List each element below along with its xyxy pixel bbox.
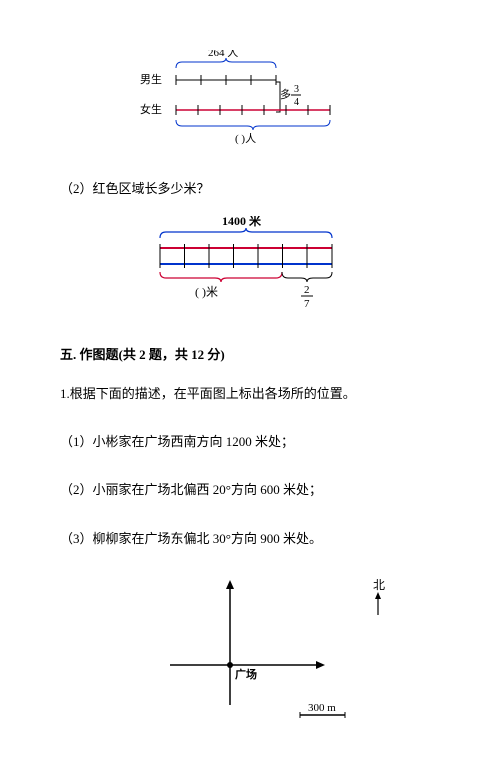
scale-label: 300 m bbox=[308, 702, 336, 714]
north-label: 北 bbox=[373, 578, 385, 592]
diagram-1400m: 1400 米 ( )米 2 7 bbox=[140, 216, 440, 318]
q5-1-sub2: （2）小丽家在广场北偏西 20°方向 600 米处； bbox=[60, 478, 440, 501]
frac-num: 3 bbox=[294, 84, 299, 95]
frac-den: 4 bbox=[294, 97, 299, 108]
students-svg: 264 人 男生 多 3 4 女生 ( )人 bbox=[140, 50, 340, 150]
section-5-title: 五. 作图题(共 2 题，共 12 分) bbox=[60, 343, 440, 366]
frac2-den: 7 bbox=[304, 298, 310, 310]
question-2-red-region: （2）红色区域长多少米？ bbox=[60, 177, 440, 200]
meters-svg: 1400 米 ( )米 2 7 bbox=[140, 216, 350, 311]
frac2-num: 2 bbox=[304, 284, 310, 296]
q5-1-sub3: （3）柳柳家在广场东偏北 30°方向 900 米处。 bbox=[60, 527, 440, 550]
compass-diagram: 广场 北 300 m bbox=[160, 575, 440, 732]
bottom-label-blank: ( )人 bbox=[235, 132, 256, 145]
compass-svg: 广场 北 300 m bbox=[160, 575, 420, 725]
bottom-label-blank-m: ( )米 bbox=[195, 285, 218, 299]
top-label-1400: 1400 米 bbox=[222, 216, 262, 228]
q5-1: 1.根据下面的描述，在平面图上标出各场所的位置。 bbox=[60, 382, 440, 405]
top-label-264: 264 人 bbox=[208, 50, 238, 59]
center-label: 广场 bbox=[235, 667, 257, 681]
label-male: 男生 bbox=[140, 72, 162, 86]
label-more: 多 bbox=[280, 87, 291, 101]
q5-1-sub1: （1）小彬家在广场西南方向 1200 米处； bbox=[60, 430, 440, 453]
label-female: 女生 bbox=[140, 102, 162, 116]
diagram-students: 264 人 男生 多 3 4 女生 ( )人 bbox=[140, 50, 440, 157]
